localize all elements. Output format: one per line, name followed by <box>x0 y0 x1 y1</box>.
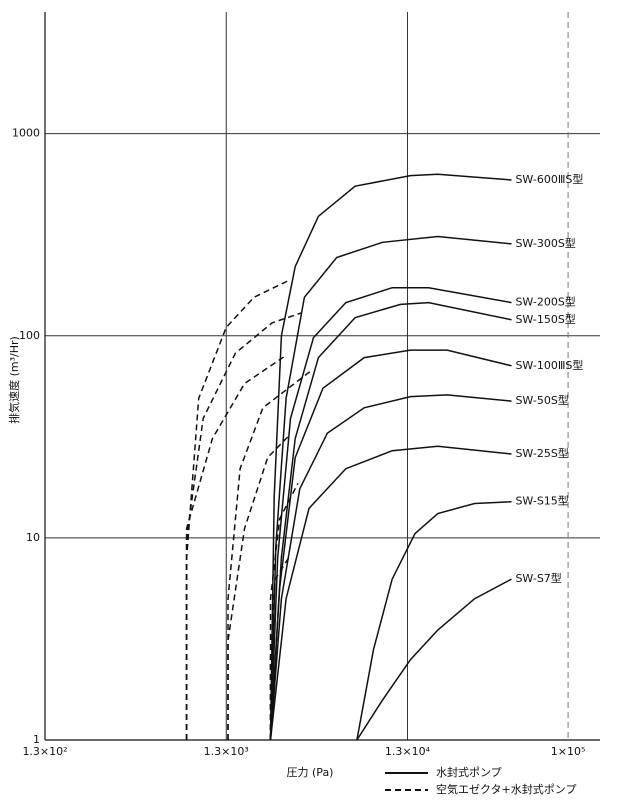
y-axis-label: 排気速度 (m³/Hr) <box>7 336 21 424</box>
curve <box>269 286 512 741</box>
x-tick-label: 1.3×10² <box>22 745 67 758</box>
curve-label: SW-S15型 <box>515 494 568 508</box>
curve <box>269 394 512 741</box>
curve-label: SW-600ⅢS型 <box>515 172 583 186</box>
curve <box>227 435 290 740</box>
x-tick-label: 1.3×10³ <box>204 745 249 758</box>
curve-label: SW-50S型 <box>515 393 568 407</box>
y-tick-label: 1000 <box>12 127 40 140</box>
curve-label: SW-S7型 <box>515 571 561 585</box>
legend-label: 空気エゼクタ+水封式ポンプ <box>436 782 576 796</box>
curve-label: SW-300S型 <box>515 236 575 250</box>
y-tick-label: 100 <box>19 329 40 342</box>
curve <box>356 578 512 741</box>
curve <box>269 349 512 741</box>
x-axis-label: 圧力 (Pa) <box>287 766 334 779</box>
curve-label: SW-25S型 <box>515 446 568 460</box>
curve <box>269 235 512 741</box>
curve <box>185 354 287 740</box>
curve-label: SW-150S型 <box>515 312 575 326</box>
y-tick-label: 1 <box>33 733 40 746</box>
curve <box>269 301 512 741</box>
curve <box>269 557 290 740</box>
y-tick-label: 10 <box>26 531 40 544</box>
curve <box>269 173 512 741</box>
curve <box>356 500 512 741</box>
curve <box>269 445 512 741</box>
curve-label: SW-200S型 <box>515 295 575 309</box>
legend-label: 水封式ポンプ <box>436 765 502 779</box>
x-tick-label: 1.3×10⁴ <box>385 745 431 758</box>
curve-label: SW-100ⅢS型 <box>515 358 583 372</box>
x-tick-label: 1×10⁵ <box>551 745 586 758</box>
